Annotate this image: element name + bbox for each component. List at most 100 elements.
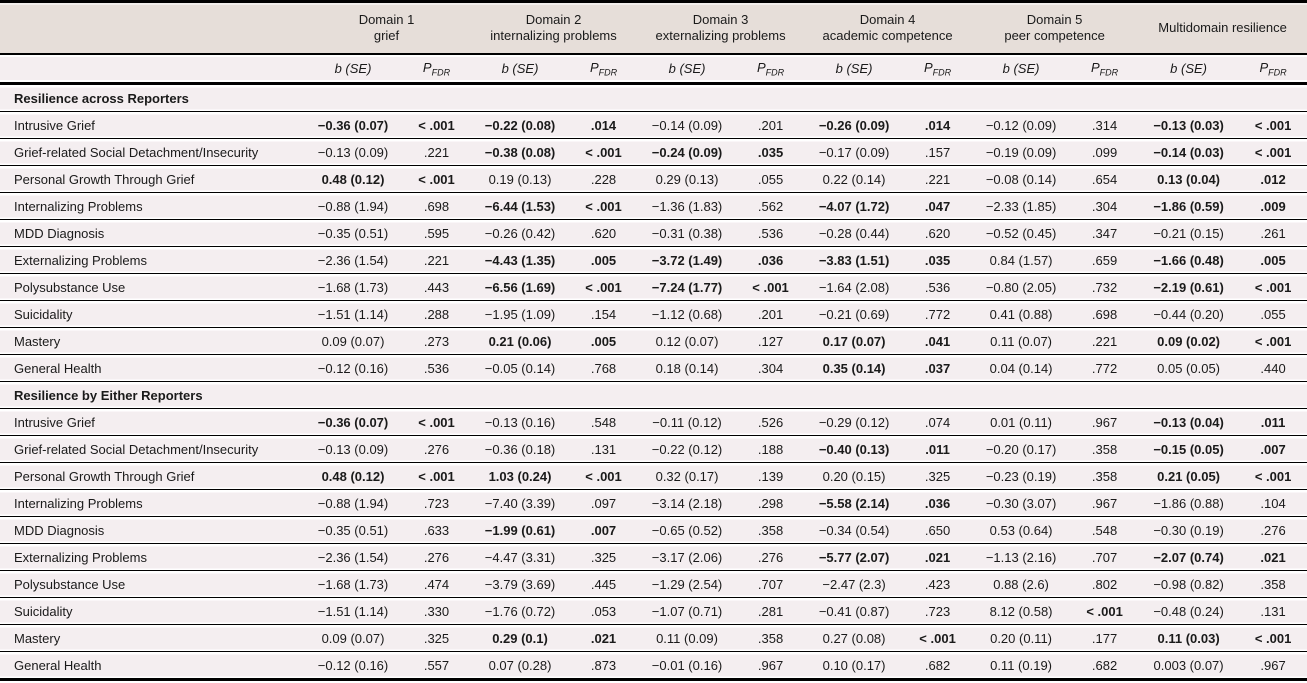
b-se-value: −2.36 (1.54): [303, 543, 403, 571]
b-se-value: 0.07 (0.28): [470, 651, 571, 680]
b-se-value: −1.12 (0.68): [637, 300, 738, 328]
b-se-value: −0.08 (0.14): [971, 165, 1072, 193]
row-label: Grief-related Social Detachment/Insecuri…: [0, 435, 303, 463]
b-se-value: −2.33 (1.85): [971, 192, 1072, 220]
p-fdr-header: PFDR: [737, 54, 805, 85]
domain-title: Domain 1: [358, 12, 415, 27]
p-fdr-value: .536: [904, 273, 972, 301]
b-se-value: −0.21 (0.15): [1138, 219, 1240, 247]
p-fdr-value: .221: [1071, 327, 1139, 355]
b-se-value: −1.66 (0.48): [1138, 246, 1240, 274]
p-fdr-value: .005: [1239, 246, 1307, 274]
b-se-value: −0.88 (1.94): [303, 192, 403, 220]
p-fdr-value: .276: [403, 543, 471, 571]
b-se-value: −0.23 (0.19): [971, 462, 1072, 490]
p-fdr-value: .358: [1239, 570, 1307, 598]
column-header-domain-5: Domain 5 peer competence: [971, 1, 1139, 55]
b-se-value: −0.11 (0.12): [637, 408, 738, 436]
row-label: Mastery: [0, 624, 303, 652]
b-se-value: −0.29 (0.12): [804, 408, 905, 436]
b-se-header: b (SE): [470, 54, 571, 85]
b-se-value: −7.24 (1.77): [637, 273, 738, 301]
domain-subtitle: Multidomain resilience: [1158, 20, 1287, 35]
p-fdr-value: .536: [737, 219, 805, 247]
b-se-header: b (SE): [303, 54, 403, 85]
b-se-value: 0.17 (0.07): [804, 327, 905, 355]
p-fdr-value: .035: [904, 246, 972, 274]
p-fdr-value: .967: [1071, 489, 1139, 517]
p-fdr-value: .276: [737, 543, 805, 571]
row-label: Externalizing Problems: [0, 543, 303, 571]
b-se-value: 0.22 (0.14): [804, 165, 905, 193]
p-fdr-value: .595: [403, 219, 471, 247]
p-fdr-value: < .001: [403, 408, 471, 436]
p-fdr-value: .358: [1071, 435, 1139, 463]
b-se-value: −0.38 (0.08): [470, 138, 571, 166]
p-fdr-value: .099: [1071, 138, 1139, 166]
b-se-value: 0.11 (0.19): [971, 651, 1072, 680]
p-fdr-value: .654: [1071, 165, 1139, 193]
b-se-value: −3.79 (3.69): [470, 570, 571, 598]
domain-header-row: Domain 1 grief Domain 2 internalizing pr…: [0, 1, 1307, 55]
b-se-value: −1.68 (1.73): [303, 273, 403, 301]
p-fdr-value: < .001: [737, 273, 805, 301]
b-se-value: −1.51 (1.14): [303, 597, 403, 625]
row-label: Personal Growth Through Grief: [0, 165, 303, 193]
p-fdr-value: .074: [904, 408, 972, 436]
p-fdr-value: .304: [737, 354, 805, 382]
p-fdr-value: .682: [1071, 651, 1139, 680]
b-se-value: 0.12 (0.07): [637, 327, 738, 355]
p-fdr-header: PFDR: [1071, 54, 1139, 85]
p-fdr-value: .557: [403, 651, 471, 680]
p-fdr-value: < .001: [1239, 111, 1307, 139]
p-fdr-value: < .001: [570, 138, 638, 166]
domain-title: Domain 5: [1026, 12, 1083, 27]
b-se-value: −0.80 (2.05): [971, 273, 1072, 301]
p-fdr-value: .304: [1071, 192, 1139, 220]
p-fdr-value: .768: [570, 354, 638, 382]
b-se-value: 0.20 (0.15): [804, 462, 905, 490]
p-fdr-value: .548: [570, 408, 638, 436]
b-se-value: −0.15 (0.05): [1138, 435, 1240, 463]
table-row: Intrusive Grief −0.36 (0.07) < .001 −0.13 (…: [0, 408, 1307, 436]
b-se-value: −3.83 (1.51): [804, 246, 905, 274]
p-fdr-value: .021: [1239, 543, 1307, 571]
b-se-value: −0.12 (0.16): [303, 651, 403, 680]
table-row: MDD Diagnosis −0.35 (0.51) .595 −0.26 (0.42…: [0, 219, 1307, 247]
table-row: Suicidality −1.51 (1.14) .330 −1.76 (0.72).…: [0, 597, 1307, 625]
p-fdr-value: .330: [403, 597, 471, 625]
p-fdr-value: .131: [1239, 597, 1307, 625]
b-se-value: −2.19 (0.61): [1138, 273, 1240, 301]
row-label: MDD Diagnosis: [0, 219, 303, 247]
section-header-row: Resilience across Reporters: [0, 83, 1307, 112]
row-label: Suicidality: [0, 597, 303, 625]
b-se-value: 0.84 (1.57): [971, 246, 1072, 274]
b-se-value: 0.11 (0.07): [971, 327, 1072, 355]
p-fdr-value: .011: [904, 435, 972, 463]
b-se-value: −0.40 (0.13): [804, 435, 905, 463]
row-label: Personal Growth Through Grief: [0, 462, 303, 490]
b-se-value: −0.19 (0.09): [971, 138, 1072, 166]
b-se-value: −0.36 (0.07): [303, 408, 403, 436]
b-se-value: 0.18 (0.14): [637, 354, 738, 382]
b-se-header: b (SE): [1138, 54, 1240, 85]
b-se-value: −1.64 (2.08): [804, 273, 905, 301]
table-row: Suicidality −1.51 (1.14) .288 −1.95 (1.09).…: [0, 300, 1307, 328]
b-se-value: −3.14 (2.18): [637, 489, 738, 517]
empty-corner-cell: [0, 54, 303, 85]
b-se-value: −1.86 (0.59): [1138, 192, 1240, 220]
b-se-value: −0.22 (0.12): [637, 435, 738, 463]
p-fdr-value: .036: [904, 489, 972, 517]
b-se-value: 0.48 (0.12): [303, 165, 403, 193]
p-fdr-value: .325: [570, 543, 638, 571]
p-fdr-value: .314: [1071, 111, 1139, 139]
p-fdr-value: .358: [1071, 462, 1139, 490]
row-label: Intrusive Grief: [0, 111, 303, 139]
b-se-value: −0.30 (3.07): [971, 489, 1072, 517]
b-se-value: −1.76 (0.72): [470, 597, 571, 625]
p-fdr-value: .157: [904, 138, 972, 166]
table-row: Polysubstance Use −1.68 (1.73) .474 −3.79 (…: [0, 570, 1307, 598]
b-se-value: 0.04 (0.14): [971, 354, 1072, 382]
b-se-value: −1.13 (2.16): [971, 543, 1072, 571]
